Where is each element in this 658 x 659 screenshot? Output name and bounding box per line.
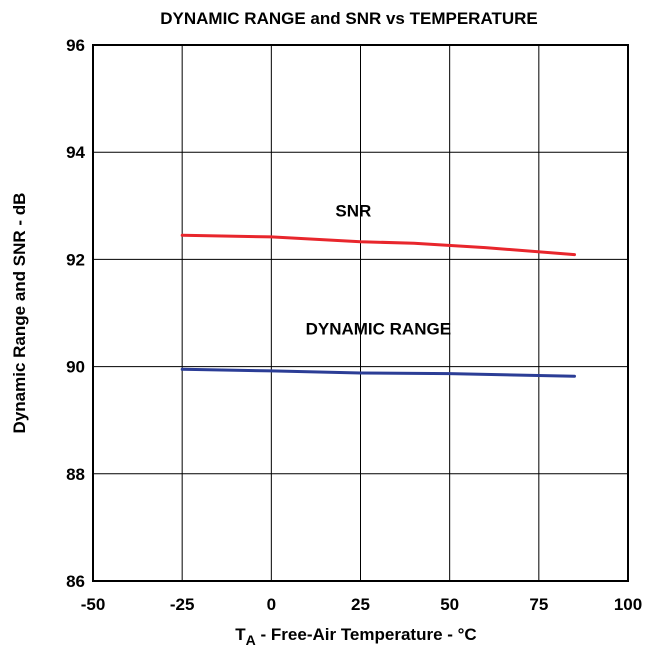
series-line-dynamic-range [180,367,576,378]
x-axis-label-rest: - Free-Air Temperature - °C [256,625,477,644]
series-layer [180,233,576,378]
annotations: SNR DYNAMIC RANGE [306,202,451,339]
series-line-snr [180,233,576,257]
ticks: -50 -25 0 25 50 75 100 86 88 90 92 94 96 [66,36,642,614]
annotation-label: SNR [335,202,371,221]
x-tick-label: 50 [440,595,459,614]
plot-frame [92,44,629,582]
x-tick-label: 0 [267,595,276,614]
x-tick-label: -25 [170,595,195,614]
y-tick-label: 88 [66,465,85,484]
grid [93,45,628,581]
x-axis-label-subscript: A [246,632,256,648]
y-tick-label: 94 [66,143,85,162]
y-tick-label: 92 [66,250,85,269]
x-tick-label: -50 [81,595,106,614]
y-tick-label: 86 [66,572,85,591]
x-tick-label: 100 [614,595,642,614]
chart-title: DYNAMIC RANGE and SNR vs TEMPERATURE [160,9,538,28]
x-tick-label: 25 [351,595,370,614]
x-axis-label-main: T [235,625,246,644]
x-tick-label: 75 [529,595,548,614]
x-axis-label: TA - Free-Air Temperature - °C [235,625,476,648]
annotation-label: DYNAMIC RANGE [306,319,451,338]
y-tick-label: 90 [66,358,85,377]
y-axis-label: Dynamic Range and SNR - dB [10,193,29,434]
y-tick-label: 96 [66,36,85,55]
